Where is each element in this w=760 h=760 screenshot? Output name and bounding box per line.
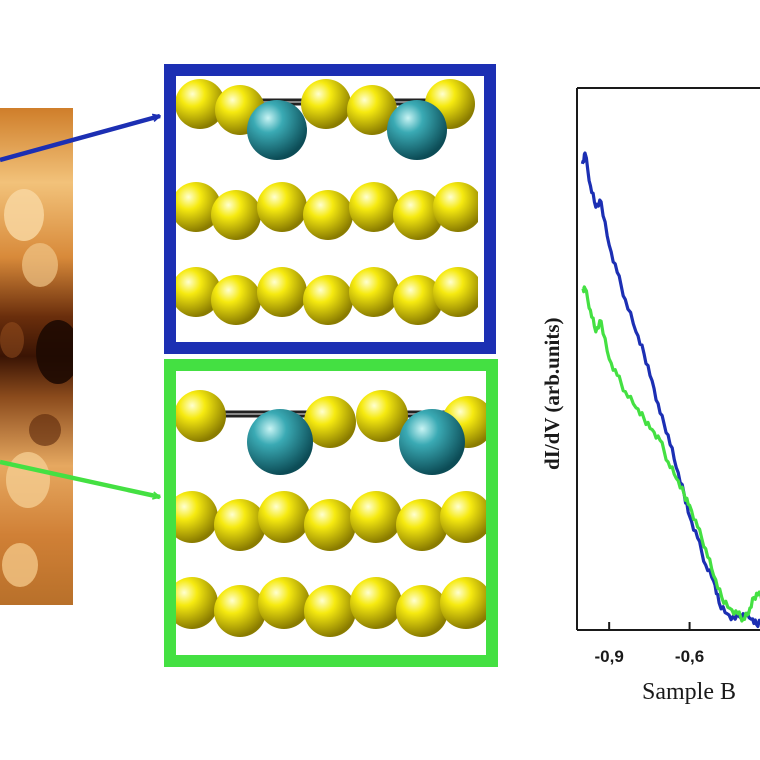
sulfur-atom — [176, 267, 221, 317]
sulfur-row — [176, 182, 478, 240]
sulfur-atom — [214, 585, 266, 637]
sulfur-row — [176, 267, 478, 325]
sulfur-atom — [303, 275, 353, 325]
sulfur-atom — [176, 79, 225, 129]
sulfur-row — [176, 577, 486, 637]
sulfur-atom — [349, 182, 399, 232]
sulfur-atom — [393, 190, 443, 240]
sulfur-atom — [211, 275, 261, 325]
metal-row — [176, 390, 486, 475]
blue-arrow — [0, 116, 160, 163]
sulfur-atom — [176, 577, 218, 629]
sulfur-atom — [396, 499, 448, 551]
x-tick-label: -0,9 — [595, 647, 624, 666]
sulfur-atom — [350, 577, 402, 629]
sulfur-atom — [347, 85, 397, 135]
x-axis-label: Sample B — [642, 679, 736, 705]
metal-atom — [387, 100, 447, 160]
sulfur-atom — [356, 390, 408, 442]
sulfur-atom — [433, 267, 478, 317]
series-line-1 — [581, 285, 760, 623]
sulfur-atom — [396, 585, 448, 637]
sulfur-atom — [440, 577, 486, 629]
x-tick-label: -0,6 — [675, 647, 704, 666]
sulfur-atom — [176, 491, 218, 543]
sulfur-atom — [214, 499, 266, 551]
sulfur-atom — [393, 275, 443, 325]
blue-framed-model — [164, 64, 496, 354]
sulfur-atom — [304, 396, 356, 448]
sulfur-atom — [258, 491, 310, 543]
metal-atom — [247, 100, 307, 160]
sulfur-atom — [304, 499, 356, 551]
sulfur-atom — [350, 491, 402, 543]
metal-row — [176, 79, 475, 160]
sulfur-atom — [258, 577, 310, 629]
green-arrow — [0, 459, 160, 497]
sulfur-atom — [301, 79, 351, 129]
metal-atom — [399, 409, 465, 475]
y-axis-label: dI/dV (arb.units) — [540, 317, 564, 470]
stm-image — [0, 108, 73, 605]
sulfur-atom — [257, 182, 307, 232]
sulfur-atom — [349, 267, 399, 317]
metal-atom — [247, 409, 313, 475]
sulfur-atom — [176, 390, 226, 442]
sulfur-atom — [176, 182, 221, 232]
sulfur-atom — [257, 267, 307, 317]
series-line-0 — [580, 151, 760, 628]
sulfur-atom — [303, 190, 353, 240]
sulfur-atom — [211, 190, 261, 240]
sulfur-atom — [304, 585, 356, 637]
sulfur-row — [176, 491, 486, 551]
spectra-chart: -0,9-0,6-0, Sample B dI/dV (arb.units) — [540, 87, 760, 705]
sulfur-atom — [440, 491, 486, 543]
sulfur-atom — [433, 182, 478, 232]
green-framed-model — [164, 359, 498, 667]
